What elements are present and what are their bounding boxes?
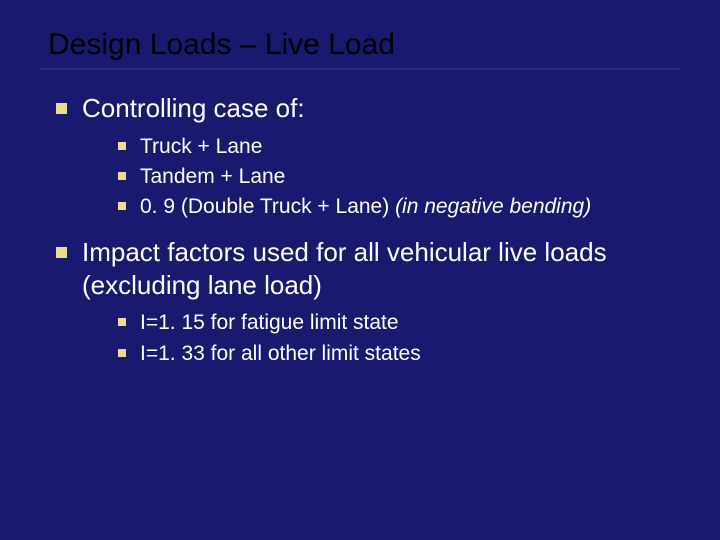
bullet-list-level1: Controlling case of: Truck + Lane Tandem… [52,92,680,367]
list-item: Controlling case of: Truck + Lane Tandem… [52,92,680,220]
bullet-text: Tandem + Lane [140,165,285,188]
bullet-text: Impact factors used for all vehicular li… [82,237,607,300]
list-item: I=1. 33 for all other limit states [116,340,680,367]
bullet-text: I=1. 15 for fatigue limit state [140,311,399,334]
list-item: Impact factors used for all vehicular li… [52,236,680,367]
list-item: Tandem + Lane [116,163,680,190]
slide-title: Design Loads – Live Load [40,28,680,70]
bullet-text-italic: (in negative bending) [395,195,591,218]
bullet-text: 0. 9 (Double Truck + Lane) [140,195,395,218]
slide: Design Loads – Live Load Controlling cas… [0,0,720,540]
bullet-list-level2: I=1. 15 for fatigue limit state I=1. 33 … [116,309,680,367]
bullet-text: I=1. 33 for all other limit states [140,342,421,365]
list-item: Truck + Lane [116,133,680,160]
bullet-list-level2: Truck + Lane Tandem + Lane 0. 9 (Double … [116,133,680,221]
list-item: 0. 9 (Double Truck + Lane) (in negative … [116,193,680,220]
list-item: I=1. 15 for fatigue limit state [116,309,680,336]
bullet-text: Controlling case of: [82,93,305,123]
bullet-text: Truck + Lane [140,135,262,158]
